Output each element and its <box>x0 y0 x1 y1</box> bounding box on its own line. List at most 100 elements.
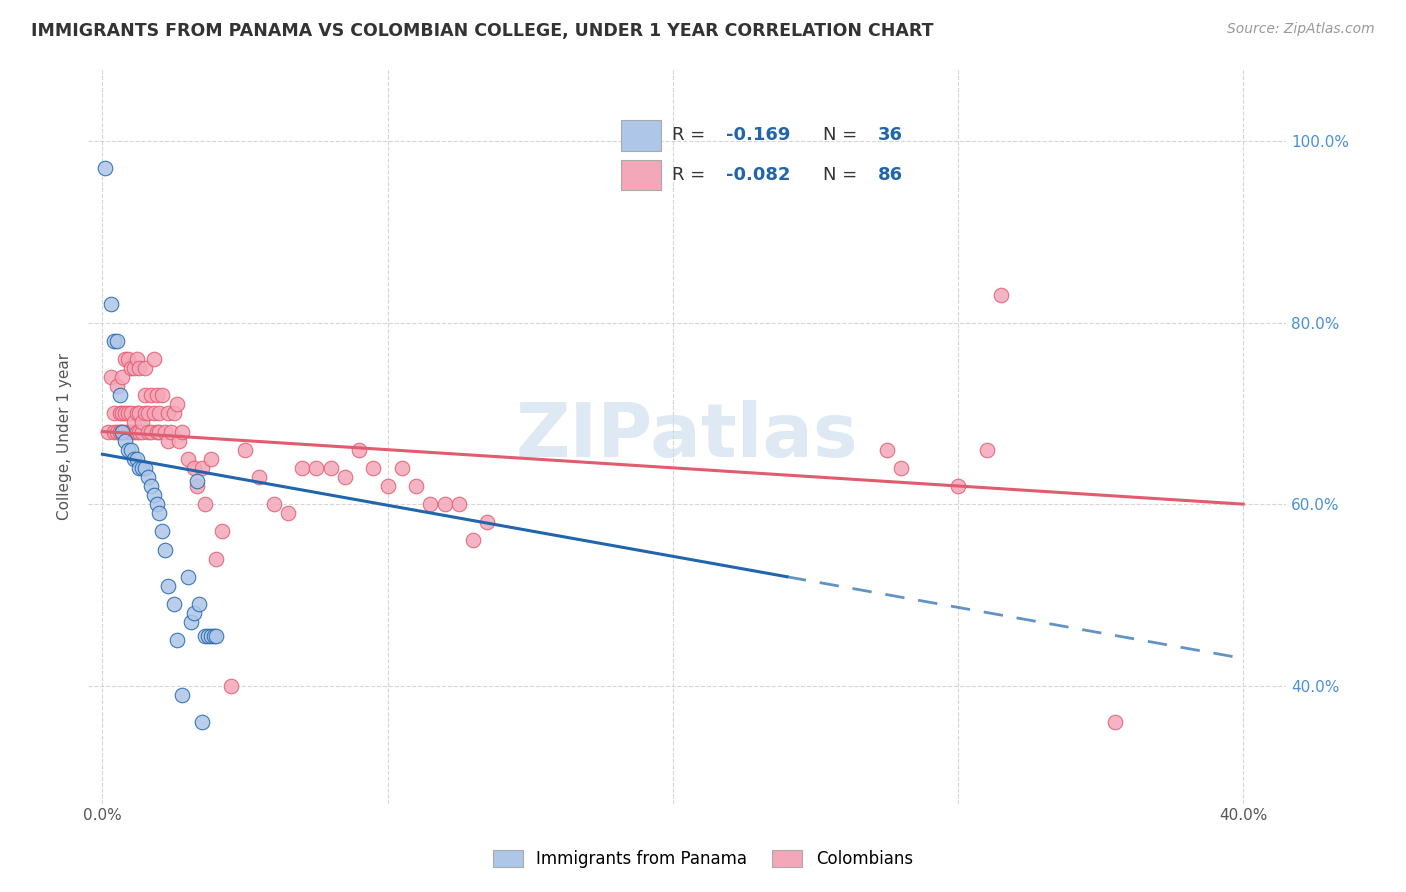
Point <box>291 460 314 475</box>
Point <box>145 497 167 511</box>
Point <box>197 629 219 643</box>
Point <box>103 334 125 348</box>
Point <box>277 506 299 520</box>
Point <box>114 425 136 439</box>
Point <box>169 434 191 448</box>
Point <box>120 425 142 439</box>
Point <box>97 425 120 439</box>
Point <box>134 388 156 402</box>
Point <box>136 406 159 420</box>
Point <box>108 425 131 439</box>
Point <box>156 406 179 420</box>
Point <box>122 361 145 376</box>
Point <box>117 351 139 366</box>
Point <box>122 425 145 439</box>
Y-axis label: College, Under 1 year: College, Under 1 year <box>58 352 72 520</box>
Point <box>211 524 233 539</box>
Point <box>139 425 162 439</box>
Point <box>114 434 136 448</box>
Point <box>111 425 134 439</box>
Point <box>180 615 202 629</box>
Point <box>120 406 142 420</box>
Point <box>136 425 159 439</box>
Point <box>305 460 328 475</box>
Point <box>128 460 150 475</box>
Point <box>202 629 225 643</box>
Point <box>134 460 156 475</box>
Point <box>128 425 150 439</box>
Point <box>172 688 194 702</box>
Point <box>191 714 214 729</box>
Point <box>125 425 148 439</box>
Point <box>363 460 385 475</box>
Point <box>134 406 156 420</box>
Point <box>156 434 179 448</box>
Point <box>105 334 128 348</box>
Point <box>347 442 370 457</box>
Point <box>125 351 148 366</box>
Point <box>976 442 998 457</box>
Point <box>122 451 145 466</box>
Point <box>333 470 356 484</box>
Point <box>205 551 228 566</box>
Point <box>156 579 179 593</box>
Point <box>148 506 170 520</box>
Point <box>153 542 176 557</box>
Point <box>233 442 256 457</box>
Point <box>128 406 150 420</box>
Point <box>200 629 222 643</box>
Point <box>177 451 200 466</box>
Point <box>142 488 165 502</box>
Point <box>890 460 912 475</box>
Point <box>150 388 173 402</box>
Point <box>125 451 148 466</box>
Point <box>117 425 139 439</box>
Point <box>183 606 205 620</box>
Point <box>186 479 208 493</box>
Point <box>108 406 131 420</box>
Point <box>148 425 170 439</box>
Point <box>117 442 139 457</box>
Point <box>391 460 413 475</box>
Point <box>131 416 153 430</box>
Point <box>100 297 122 311</box>
Point <box>105 425 128 439</box>
Text: IMMIGRANTS FROM PANAMA VS COLOMBIAN COLLEGE, UNDER 1 YEAR CORRELATION CHART: IMMIGRANTS FROM PANAMA VS COLOMBIAN COLL… <box>31 22 934 40</box>
Point <box>191 460 214 475</box>
Point <box>111 425 134 439</box>
Point <box>139 388 162 402</box>
Point <box>103 406 125 420</box>
Point <box>131 425 153 439</box>
Point <box>177 570 200 584</box>
Point <box>263 497 285 511</box>
Point <box>172 425 194 439</box>
Point <box>120 442 142 457</box>
Point <box>405 479 427 493</box>
Text: ZIPatlas: ZIPatlas <box>516 400 859 473</box>
Point <box>463 533 485 548</box>
Point <box>876 442 898 457</box>
Point <box>419 497 441 511</box>
Point <box>142 351 165 366</box>
Point <box>205 629 228 643</box>
Point <box>103 425 125 439</box>
Point <box>94 161 117 176</box>
Point <box>111 406 134 420</box>
Point <box>166 633 188 648</box>
Point <box>145 388 167 402</box>
Point <box>148 406 170 420</box>
Point <box>114 351 136 366</box>
Point <box>122 416 145 430</box>
Text: Source: ZipAtlas.com: Source: ZipAtlas.com <box>1227 22 1375 37</box>
Point <box>134 361 156 376</box>
Point <box>188 597 211 611</box>
Point <box>163 597 186 611</box>
Point <box>990 288 1012 302</box>
Point <box>142 406 165 420</box>
Point <box>117 406 139 420</box>
Point <box>125 406 148 420</box>
Point <box>163 406 186 420</box>
Point <box>946 479 969 493</box>
Point <box>111 370 134 384</box>
Point <box>100 370 122 384</box>
